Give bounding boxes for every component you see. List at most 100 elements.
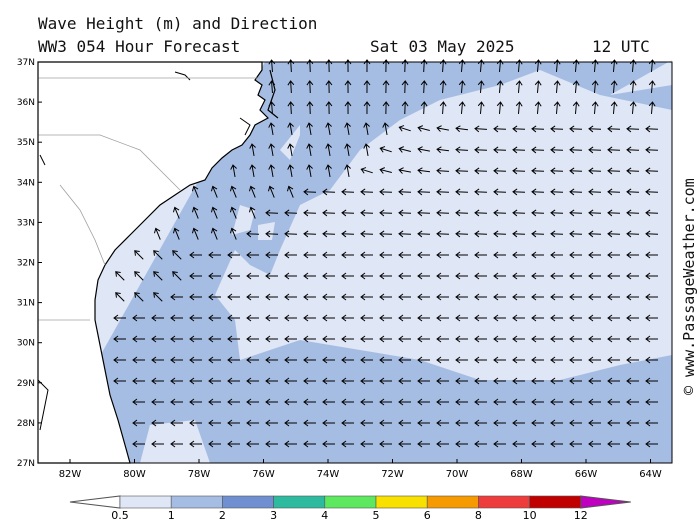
wave-arrow: [436, 251, 449, 259]
wave-arrow: [420, 80, 428, 94]
wave-arrow: [477, 101, 485, 115]
wave-arrow: [363, 122, 370, 135]
wave-arrow: [474, 146, 488, 154]
wave-arrow: [417, 440, 430, 448]
wave-arrow: [284, 251, 297, 259]
wave-arrow: [493, 419, 506, 427]
wave-arrow: [436, 272, 449, 280]
wave-arrow: [170, 356, 183, 364]
wave-arrow: [170, 398, 183, 406]
legend-label: 5: [373, 509, 380, 522]
wave-arrow: [360, 419, 373, 427]
wave-arrow: [379, 251, 392, 259]
wave-arrow: [341, 209, 355, 217]
wave-arrow: [553, 80, 561, 94]
legend-bar: 0.5 1 2 3 4 5 6 8 10 12: [69, 495, 631, 522]
wave-arrow: [360, 335, 373, 343]
legend-label: 6: [424, 509, 431, 522]
wave-arrow: [534, 80, 542, 94]
wave-arrow: [379, 146, 392, 153]
wave-arrow: [645, 146, 659, 154]
wave-arrow: [455, 230, 469, 238]
wave-arrow: [626, 377, 639, 385]
wave-arrow: [268, 164, 275, 177]
wave-arrow: [550, 167, 564, 175]
wave-arrow: [284, 356, 297, 364]
wave-arrow: [417, 398, 430, 406]
wave-arrow: [607, 230, 621, 238]
wave-arrow: [455, 419, 468, 427]
lat-label: 27N: [17, 459, 35, 469]
wave-arrow: [379, 335, 392, 343]
legend-label: 4: [321, 509, 328, 522]
wave-arrow: [436, 398, 449, 406]
wave-arrow: [210, 206, 218, 219]
lat-label: 30N: [17, 339, 35, 349]
wave-arrow: [531, 356, 544, 364]
wave-arrow: [474, 398, 487, 406]
wave-arrow: [227, 314, 240, 322]
wave-arrow: [531, 314, 544, 322]
wave-arrow: [588, 419, 601, 427]
wave-arrow: [607, 356, 620, 364]
wave-arrow: [287, 164, 294, 177]
lat-label: 29N: [17, 379, 35, 389]
wave-arrow: [588, 272, 601, 280]
forecast-label: WW3 054 Hour Forecast: [38, 37, 241, 56]
wave-arrow: [645, 251, 658, 259]
lon-label: 76W: [252, 469, 275, 480]
wave-arrow: [341, 188, 355, 196]
wave-arrow: [493, 230, 507, 238]
wave-arrow: [512, 167, 526, 175]
wave-arrow: [569, 419, 582, 427]
wave-arrow: [170, 335, 183, 343]
wave-arrow: [474, 335, 487, 343]
legend-label: 8: [475, 509, 482, 522]
wave-arrow: [588, 188, 602, 196]
wave-arrow: [268, 80, 276, 94]
wave-arrow: [417, 251, 430, 259]
wave-arrow: [531, 230, 545, 238]
lon-label: 78W: [188, 469, 211, 480]
wave-arrow: [360, 188, 374, 196]
latitude-labels: 37N 36N 35N 34N 33N 32N 31N 30N 29N 28N 27N: [17, 58, 42, 469]
wave-arrow: [474, 230, 488, 238]
wave-arrow: [303, 398, 316, 406]
wave-arrow: [151, 314, 164, 322]
wave-arrow: [379, 398, 392, 406]
wave-arrow: [322, 209, 336, 217]
legend-label: 3: [270, 509, 277, 522]
wave-arrow: [134, 271, 144, 281]
wave-arrow: [172, 250, 182, 260]
legend-label: 1: [168, 509, 175, 522]
wave-arrow: [531, 335, 544, 343]
wave-arrow: [458, 80, 466, 94]
wave-arrow: [569, 398, 582, 406]
wave-arrow: [227, 251, 240, 259]
wave-arrow: [417, 335, 430, 343]
wave-arrow: [284, 398, 297, 406]
wave-arrow: [208, 356, 221, 364]
wave-arrow: [417, 188, 431, 196]
wave-arrow: [341, 419, 354, 427]
wave-arrow: [455, 125, 469, 133]
wave-arrow: [284, 293, 297, 301]
wave-arrow: [626, 146, 640, 154]
wave-arrow: [645, 230, 659, 238]
wave-arrow: [493, 167, 507, 175]
wave-arrow: [341, 251, 354, 259]
wave-arrow: [227, 419, 240, 427]
wave-arrow: [379, 293, 392, 301]
wave-arrow: [322, 272, 335, 280]
wave-arrow: [569, 335, 582, 343]
wave-arrow: [626, 167, 640, 175]
wave-arrow: [208, 335, 221, 343]
wave-arrow: [113, 335, 126, 343]
wave-arrow: [360, 167, 373, 174]
wave-arrow: [172, 271, 182, 281]
wave-arrow: [229, 206, 237, 219]
wave-arrow: [550, 419, 563, 427]
wave-arrow: [379, 209, 393, 217]
wave-arrow: [531, 272, 544, 280]
wave-arrow: [360, 230, 374, 238]
